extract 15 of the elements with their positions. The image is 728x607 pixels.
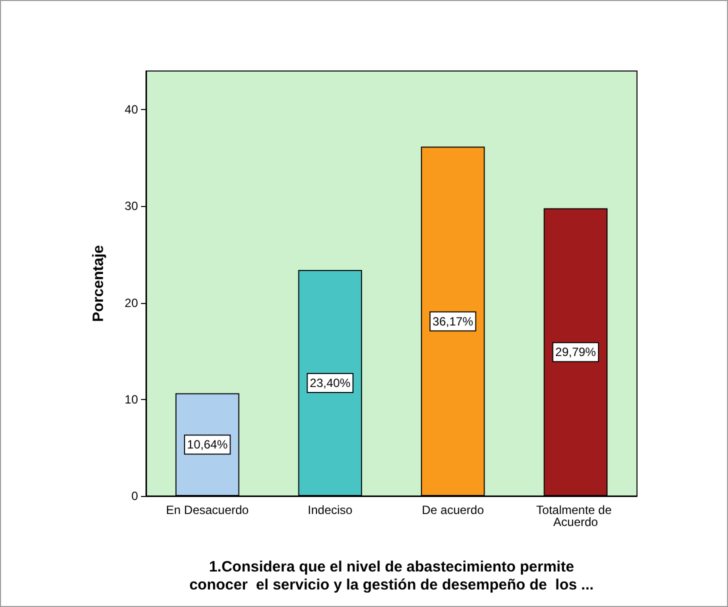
data-label: 10,64% <box>187 438 228 452</box>
y-tick-label: 20 <box>124 296 138 310</box>
data-label: 29,79% <box>555 345 596 360</box>
y-tick-label: 30 <box>124 199 138 214</box>
data-label: 36,17% <box>432 314 474 328</box>
y-axis-title: Porcentaje <box>90 245 107 322</box>
x-axis-title: 1.Considera que el nivel de abastecimiento permite conocer el servicio y la gestión de desempeño de los ... <box>189 558 594 594</box>
y-tick-label: 0 <box>131 489 138 503</box>
x-tick-label: Indeciso <box>308 503 353 517</box>
x-tick-label: Totalmente de Acuerdo <box>536 503 615 529</box>
y-tick-label: 10 <box>124 392 138 406</box>
x-tick-label: En Desacuerdo <box>166 503 250 517</box>
y-tick-label: 40 <box>124 102 138 117</box>
data-label: 23,40% <box>310 376 351 390</box>
x-tick-label: De acuerdo <box>422 503 484 517</box>
